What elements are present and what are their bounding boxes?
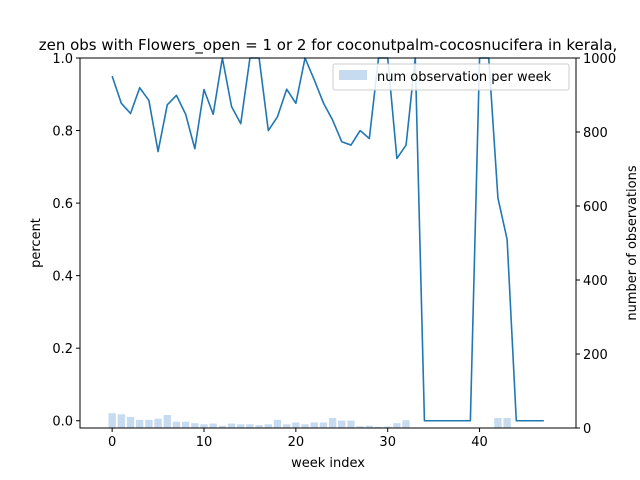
y-tick-label: 0.2	[52, 342, 73, 357]
y-tick-label: 0.4	[52, 270, 73, 285]
legend-box	[332, 63, 570, 91]
bar	[191, 423, 199, 428]
bar	[347, 420, 355, 428]
bar	[218, 425, 227, 428]
bar	[503, 418, 511, 428]
series-line	[111, 57, 544, 422]
y2-tick-label: 400	[583, 274, 608, 289]
bar	[356, 426, 364, 428]
y-axis-left: 0.0 0.2 0.4 0.6 0.8 1.0	[52, 52, 80, 430]
y2-tick-label: 0	[583, 422, 591, 437]
bar	[374, 426, 383, 428]
bar	[108, 413, 116, 428]
bar	[246, 424, 254, 428]
x-tick-label: 20	[288, 435, 305, 450]
bar	[264, 424, 272, 428]
bar	[338, 420, 346, 428]
y2-tick-label: 1000	[583, 52, 616, 67]
bar	[237, 424, 245, 428]
bar	[402, 420, 410, 428]
x-tick-label: 10	[196, 435, 213, 450]
x-axis: 0 10 20 30 40	[108, 428, 488, 450]
bar	[273, 419, 282, 428]
bar	[136, 419, 144, 428]
bar	[154, 418, 162, 428]
bar	[145, 419, 153, 428]
legend-swatch	[339, 70, 367, 80]
y-tick-label: 0.8	[52, 125, 73, 140]
y2-tick-label: 200	[583, 348, 608, 363]
bar	[126, 416, 135, 428]
bar	[494, 418, 502, 428]
bar	[310, 422, 318, 428]
y-axis-right: 0 200 400 600 800 1000	[576, 52, 616, 437]
bar	[209, 423, 217, 428]
y-tick-label: 0.6	[52, 197, 73, 212]
x-axis-label: week index	[291, 456, 365, 471]
y2-tick-label: 600	[583, 200, 608, 215]
legend: num observation per week	[332, 63, 570, 91]
bar-series	[108, 413, 511, 428]
bar	[393, 423, 401, 428]
bar	[319, 422, 328, 428]
bar	[282, 424, 291, 428]
y-axis-label: percent	[29, 218, 44, 268]
bar	[227, 423, 236, 428]
bar	[200, 424, 208, 428]
bar	[163, 415, 171, 428]
chart-title: zen obs with Flowers_open = 1 or 2 for c…	[39, 36, 618, 55]
bar	[301, 424, 309, 428]
x-tick-label: 0	[108, 435, 116, 450]
x-tick-label: 30	[379, 435, 396, 450]
bar	[384, 426, 392, 428]
bar	[255, 425, 263, 428]
bar	[172, 421, 181, 428]
bar	[365, 425, 374, 428]
bar	[181, 421, 190, 428]
legend-label: num observation per week	[377, 70, 552, 85]
plot-frame	[79, 57, 577, 429]
y2-axis-label: number of observations	[625, 165, 640, 320]
y2-tick-label: 800	[583, 126, 608, 141]
bar	[117, 414, 126, 428]
x-tick-label: 40	[471, 435, 488, 450]
y-tick-label: 1.0	[52, 52, 73, 67]
y-tick-label: 0.0	[52, 415, 73, 430]
bar	[292, 422, 300, 428]
bar	[328, 418, 337, 428]
line-series	[111, 57, 544, 422]
